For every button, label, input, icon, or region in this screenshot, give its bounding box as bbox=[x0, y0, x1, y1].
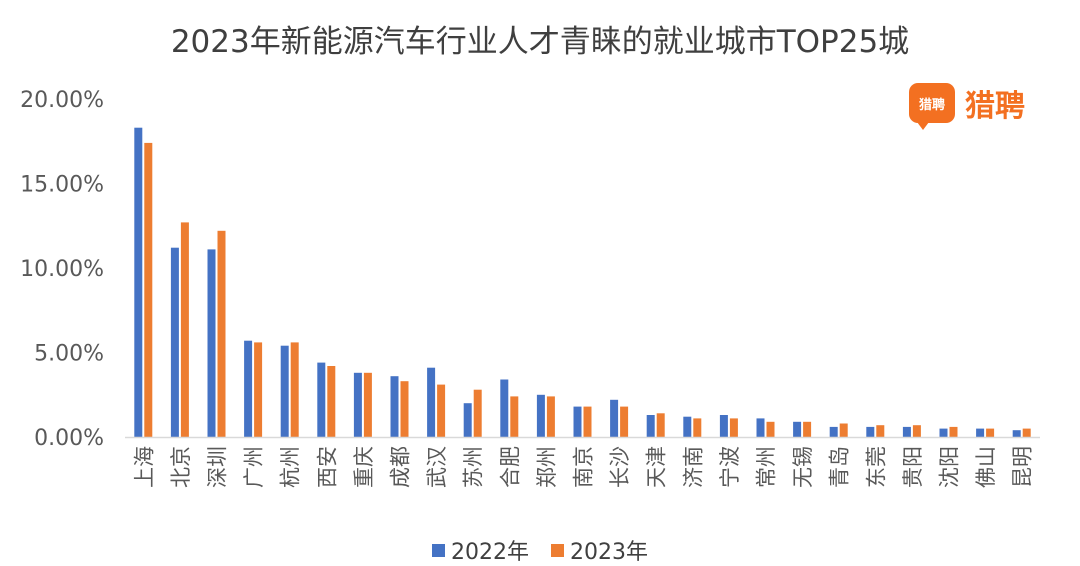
y-tick-label: 20.00% bbox=[20, 88, 104, 113]
chart-legend: 2022年 2023年 bbox=[0, 534, 1080, 566]
legend-item-2023: 2023年 bbox=[551, 534, 648, 566]
x-tick-label: 广州 bbox=[242, 446, 266, 488]
y-tick-label: 0.00% bbox=[34, 426, 104, 451]
bar-2023 bbox=[766, 421, 775, 437]
bar-2022 bbox=[170, 247, 179, 437]
x-tick-label: 杭州 bbox=[279, 446, 303, 488]
bar-2022 bbox=[976, 428, 985, 437]
bar-2022 bbox=[536, 394, 545, 438]
x-tick-label: 济南 bbox=[681, 446, 705, 488]
liepin-logo: 猎聘 猎聘 bbox=[909, 80, 1025, 130]
x-tick-label: 青岛 bbox=[828, 446, 852, 488]
x-tick-label: 苏州 bbox=[462, 446, 486, 488]
bar-2022 bbox=[280, 345, 289, 437]
liepin-logo-badge-text: 猎聘 bbox=[918, 97, 945, 113]
x-tick-label: 常州 bbox=[755, 446, 779, 488]
bar-2023 bbox=[363, 372, 372, 437]
bar-2023 bbox=[803, 421, 812, 437]
x-tick-label: 郑州 bbox=[535, 446, 559, 488]
bar-2023 bbox=[583, 406, 592, 437]
bar-2023 bbox=[473, 389, 482, 437]
x-tick-label: 长沙 bbox=[608, 446, 632, 488]
x-tick-label: 佛山 bbox=[974, 446, 998, 488]
x-tick-label: 天津 bbox=[645, 446, 669, 488]
bar-2023 bbox=[876, 425, 885, 437]
bar-2023 bbox=[693, 418, 702, 437]
x-tick-label: 深圳 bbox=[206, 446, 230, 488]
x-tick-label: 贵阳 bbox=[901, 446, 925, 488]
x-tick-label: 成都 bbox=[389, 446, 413, 488]
bar-2023 bbox=[437, 384, 446, 437]
bar-2023 bbox=[656, 413, 665, 437]
bar-2022 bbox=[756, 418, 765, 437]
bar-2023 bbox=[290, 342, 299, 437]
bar-2022 bbox=[353, 372, 362, 437]
bar-2022 bbox=[463, 403, 472, 437]
bar-2022 bbox=[829, 426, 838, 437]
bar-2023 bbox=[180, 222, 189, 437]
x-tick-label: 武汉 bbox=[425, 446, 449, 488]
y-tick-label: 15.00% bbox=[20, 173, 104, 198]
y-axis-ticks: 0.00% 5.00% 10.00% 15.00% 20.00% bbox=[20, 88, 104, 451]
bar-2022 bbox=[207, 249, 216, 437]
bar-2023 bbox=[327, 366, 336, 437]
bar-2023 bbox=[217, 230, 226, 437]
liepin-logo-badge: 猎聘 bbox=[909, 83, 955, 130]
bar-2022 bbox=[573, 406, 582, 437]
x-tick-label: 重庆 bbox=[352, 446, 376, 488]
bar-2023 bbox=[254, 342, 263, 437]
bar-2022 bbox=[866, 426, 875, 437]
legend-swatch-2023 bbox=[551, 543, 564, 557]
bar-2023 bbox=[949, 426, 958, 437]
x-tick-label: 东莞 bbox=[864, 446, 888, 488]
bar-2023 bbox=[729, 418, 738, 437]
bar-2023 bbox=[912, 425, 921, 437]
bar-series bbox=[134, 127, 1031, 438]
x-tick-label: 上海 bbox=[132, 446, 156, 488]
bar-2023 bbox=[510, 396, 519, 437]
bar-2023 bbox=[986, 428, 995, 437]
x-tick-label: 宁波 bbox=[718, 446, 742, 488]
bar-2022 bbox=[719, 415, 728, 437]
bar-2022 bbox=[134, 127, 143, 437]
bar-2022 bbox=[1012, 430, 1021, 437]
x-tick-label: 北京 bbox=[169, 446, 193, 488]
bar-2023 bbox=[400, 381, 409, 437]
chart-title: 2023年新能源汽车行业人才青睐的就业城市TOP25城 bbox=[170, 24, 910, 60]
legend-item-2022: 2022年 bbox=[432, 534, 529, 566]
x-tick-label: 昆明 bbox=[1011, 446, 1035, 488]
bar-2023 bbox=[546, 396, 555, 437]
bar-2023 bbox=[620, 406, 629, 437]
bar-2023 bbox=[839, 423, 848, 437]
x-tick-label: 沈阳 bbox=[938, 446, 962, 488]
bar-2022 bbox=[317, 362, 326, 437]
y-tick-label: 10.00% bbox=[20, 257, 104, 282]
legend-swatch-2022 bbox=[432, 543, 445, 557]
bar-2022 bbox=[793, 421, 802, 437]
x-tick-label: 无锡 bbox=[791, 446, 815, 488]
legend-label-2022: 2022年 bbox=[451, 540, 529, 565]
bar-2023 bbox=[144, 142, 153, 437]
x-tick-label: 南京 bbox=[572, 446, 596, 488]
x-axis-labels: 上海 北京 深圳 广州 杭州 西安 重庆 成都 武汉 苏州 合肥 郑州 南京 长沙 天津 济南 宁波 常州 无锡 青岛… bbox=[132, 446, 1034, 488]
y-tick-label: 5.00% bbox=[34, 342, 104, 367]
legend-label-2023: 2023年 bbox=[570, 540, 648, 565]
bar-2022 bbox=[646, 415, 655, 437]
x-tick-label: 西安 bbox=[315, 446, 339, 488]
bar-2022 bbox=[610, 399, 619, 437]
bar-2022 bbox=[390, 376, 399, 437]
bar-2022 bbox=[902, 426, 911, 437]
bar-2022 bbox=[683, 416, 692, 437]
bar-2022 bbox=[427, 367, 436, 437]
bar-2022 bbox=[244, 340, 253, 437]
bar-2022 bbox=[939, 428, 948, 437]
bar-2023 bbox=[1022, 428, 1031, 437]
x-tick-label: 合肥 bbox=[498, 446, 522, 488]
bar-2022 bbox=[500, 379, 509, 437]
liepin-logo-name: 猎聘 bbox=[965, 89, 1025, 124]
